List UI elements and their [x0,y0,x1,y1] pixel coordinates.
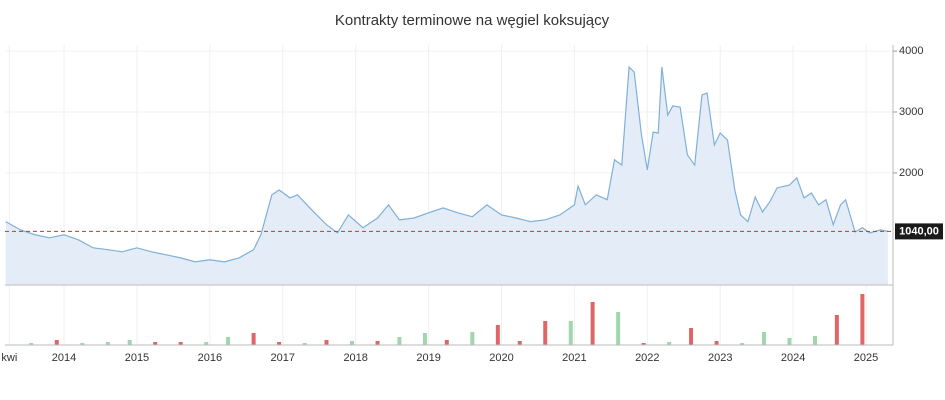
volume-bar [667,342,672,345]
volume-bar [375,341,380,345]
volume-bar [302,343,307,345]
last-price-box [895,223,943,240]
volume-bar [153,342,158,345]
x-tick-label: 2024 [781,352,805,364]
volume-bar [80,343,85,345]
volume-bar [543,321,548,345]
volume-bar [714,341,719,345]
x-tick-label: 2017 [271,352,295,364]
volume-bar [251,333,256,345]
volume-bar [568,321,573,345]
x-tick-label: 2022 [635,352,659,364]
y-tick-label: 2000 [899,167,923,179]
volume-bar [812,336,817,345]
volume-bar [761,332,766,345]
y-tick-label: 3000 [899,106,923,118]
volume-bar [517,341,522,345]
chart-title: Kontrakty terminowe na węgiel koksujący [335,12,610,29]
x-tick-label: 2016 [198,352,222,364]
volume-bar [470,332,475,345]
volume-bar [54,340,59,345]
volume-bar [397,337,402,345]
x-tick-label: 2018 [343,352,367,364]
volume-bar [444,340,449,345]
volume-bar [495,325,500,345]
volume-bar [226,337,231,345]
volume-bar [29,343,34,345]
volume-bar [324,340,329,345]
x-tick-label: kwi [1,352,17,364]
x-tick-label: 2025 [854,352,878,364]
x-tick-label: 2020 [489,352,513,364]
x-tick-label: 2021 [562,352,586,364]
x-tick-label: 2015 [125,352,149,364]
price-line [5,65,889,263]
x-tick-label: 2023 [708,352,732,364]
x-tick-label: 2019 [416,352,440,364]
x-tick-label: 2014 [52,352,76,364]
volume-bar [105,342,110,345]
volume-bar [178,342,183,345]
volume-bar [422,333,427,345]
volume-bar [127,340,132,345]
volume-bar [277,342,282,345]
volume-bar [860,294,865,345]
area-fill [5,66,888,286]
volume-bar [740,343,745,345]
volume-bar [616,312,621,345]
volume-bar [641,343,646,345]
last-price-label: 1040,00 [899,225,939,237]
volume-bar [204,342,209,345]
volume-bar [350,341,355,345]
y-tick-label: 4000 [899,45,923,57]
volume-bar [787,338,792,345]
volume-bar [834,315,839,345]
volume-bar [689,328,694,345]
volume-bar [590,302,595,345]
